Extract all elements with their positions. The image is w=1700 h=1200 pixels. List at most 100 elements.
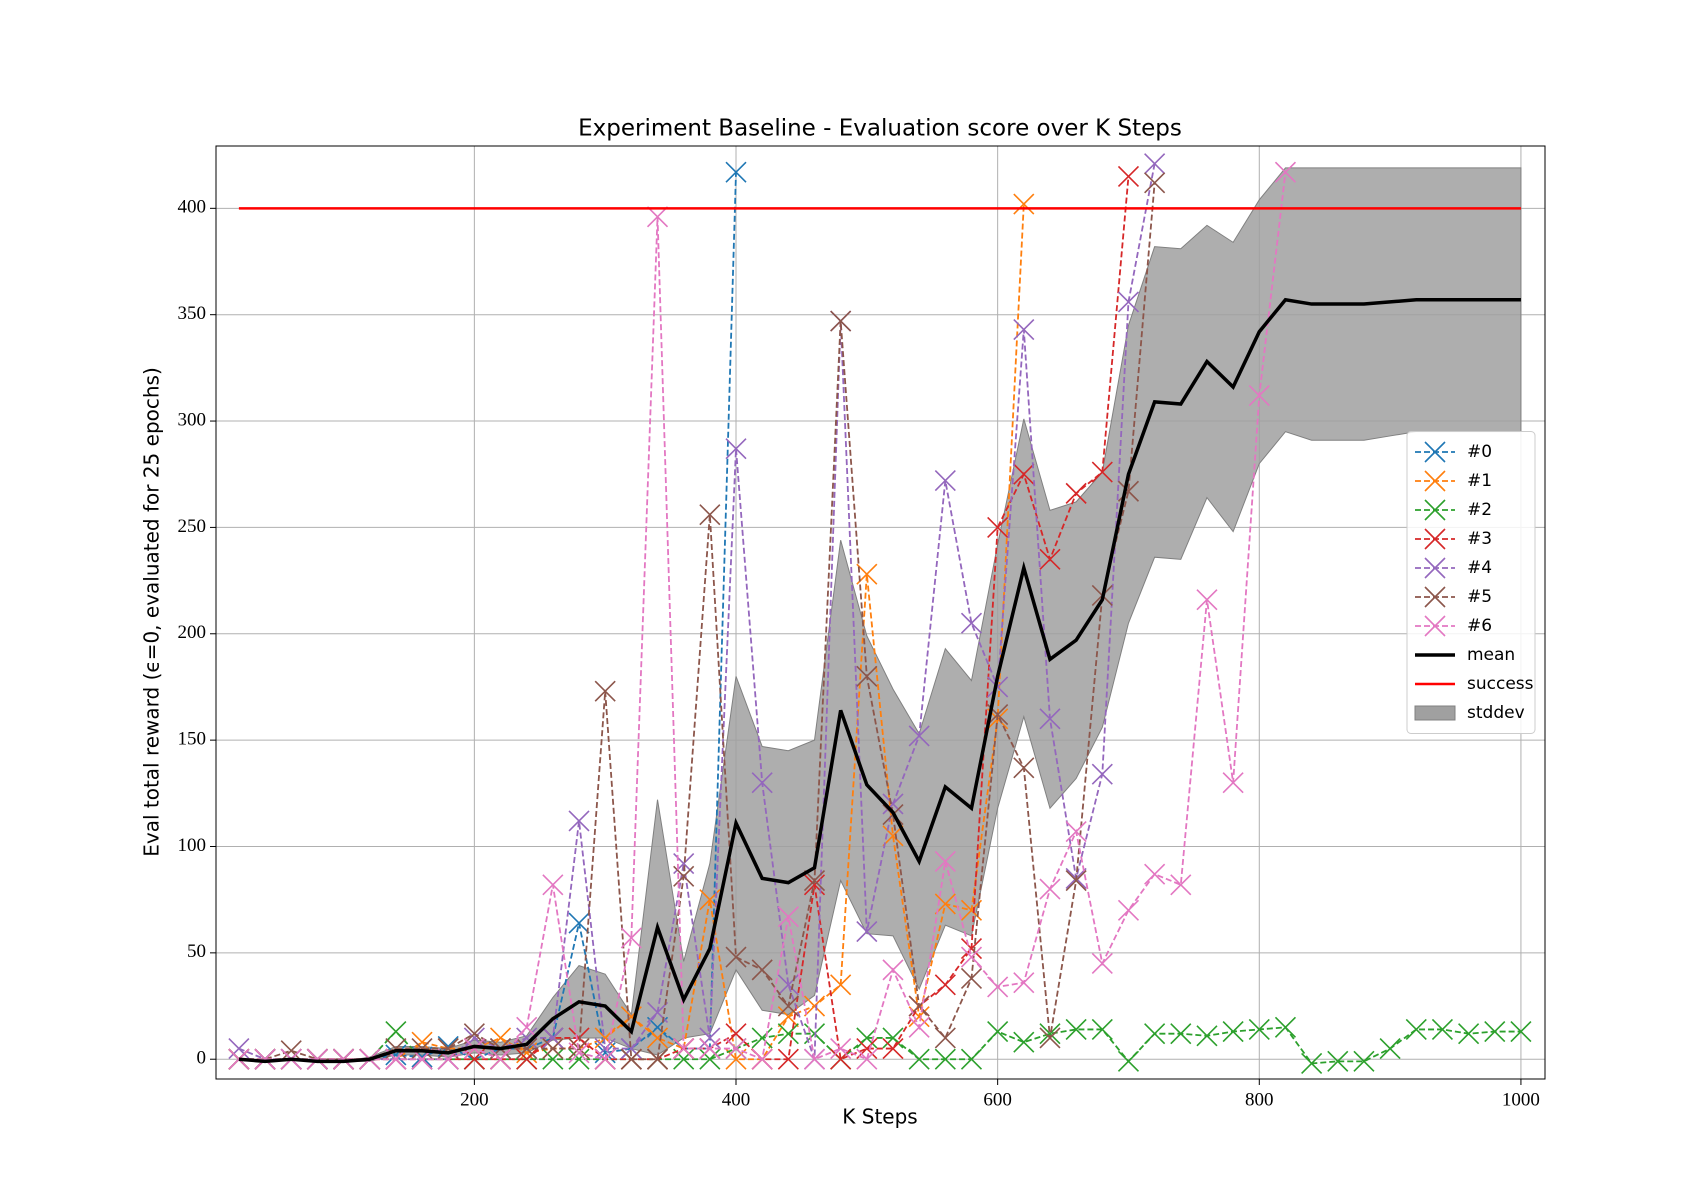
marker (699, 1038, 721, 1060)
marker (699, 1027, 721, 1049)
marker (463, 1027, 485, 1049)
marker (1117, 291, 1140, 313)
marker (1510, 1020, 1532, 1043)
marker (1091, 952, 1113, 975)
marker (777, 1023, 799, 1045)
marker (1013, 972, 1035, 994)
marker (856, 1038, 878, 1060)
marker (568, 1042, 590, 1064)
marker (725, 438, 747, 460)
marker (725, 1038, 747, 1060)
marker (777, 906, 799, 928)
marker (620, 1048, 642, 1070)
marker (646, 206, 669, 228)
marker (1065, 821, 1087, 843)
legend-label: #4 (1467, 558, 1492, 578)
marker (1144, 153, 1166, 175)
marker (1170, 874, 1192, 896)
plot-area (228, 153, 1532, 1075)
marker (1424, 528, 1446, 550)
marker (987, 516, 1009, 538)
marker (463, 1023, 485, 1045)
marker (542, 1048, 564, 1070)
marker (646, 1027, 669, 1049)
series-line (238, 204, 1025, 1061)
legend-swatch (1414, 705, 1456, 721)
marker (725, 946, 747, 968)
x-tick-label: 600 (983, 1089, 1012, 1110)
legend-label: success (1467, 674, 1534, 694)
marker (751, 1048, 773, 1070)
marker (934, 974, 956, 996)
marker (1222, 1020, 1244, 1043)
marker (542, 1027, 564, 1049)
marker (934, 893, 956, 915)
marker (751, 772, 773, 794)
legend-label: #2 (1467, 500, 1492, 520)
marker (1013, 757, 1035, 779)
marker (1458, 1023, 1480, 1045)
marker (1424, 441, 1446, 463)
marker (1144, 863, 1166, 885)
marker (1013, 1031, 1035, 1053)
legend-label: #6 (1467, 616, 1492, 636)
marker (856, 665, 878, 687)
x-tick-label: 800 (1245, 1089, 1274, 1110)
marker (542, 874, 564, 896)
marker (306, 1048, 328, 1070)
marker (1248, 1018, 1270, 1041)
marker (908, 725, 930, 747)
legend-label: #0 (1467, 442, 1492, 462)
marker (1039, 878, 1061, 900)
marker (1091, 763, 1113, 785)
marker (777, 1048, 799, 1070)
marker (1301, 1052, 1323, 1075)
marker (1117, 899, 1140, 921)
series-line (238, 1026, 1521, 1065)
legend-label: #5 (1467, 587, 1492, 607)
marker (882, 1027, 904, 1049)
marker (1424, 557, 1446, 579)
y-tick-label: 200 (178, 622, 207, 643)
marker (803, 995, 826, 1017)
marker (960, 967, 983, 989)
marker (803, 869, 826, 892)
marker (987, 676, 1009, 698)
marker (1274, 1016, 1297, 1038)
marker (1039, 708, 1061, 730)
marker (1065, 482, 1087, 504)
marker (673, 1048, 695, 1070)
marker (830, 1038, 852, 1060)
x-tick-label: 1000 (1502, 1089, 1540, 1110)
y-tick-label: 300 (178, 409, 207, 430)
y-tick-label: 50 (187, 941, 206, 962)
marker (1405, 1018, 1427, 1041)
legend-label: #3 (1467, 529, 1492, 549)
marker (856, 921, 878, 943)
marker (646, 1016, 669, 1038)
stddev-band (238, 167, 1522, 1062)
plot-frame (215, 145, 1546, 1080)
marker (960, 938, 983, 960)
marker (856, 1048, 878, 1070)
marker (1039, 1027, 1061, 1049)
marker (646, 1001, 669, 1023)
marker (620, 927, 642, 949)
marker (411, 1038, 433, 1060)
marker (882, 959, 904, 981)
mean-line (238, 297, 1521, 1064)
y-tick-label: 350 (178, 303, 207, 324)
x-tick-label: 200 (460, 1089, 489, 1110)
marker (1144, 172, 1166, 194)
marker (699, 504, 721, 526)
marker (908, 1048, 930, 1070)
marker (1170, 1023, 1192, 1045)
marker (280, 1040, 302, 1062)
marker (725, 1048, 747, 1070)
marker (1379, 1038, 1401, 1060)
marker (1424, 499, 1446, 521)
marker (987, 976, 1009, 998)
x-axis-label: K Steps (842, 1105, 917, 1129)
marker (934, 1048, 956, 1070)
marker (594, 680, 616, 702)
